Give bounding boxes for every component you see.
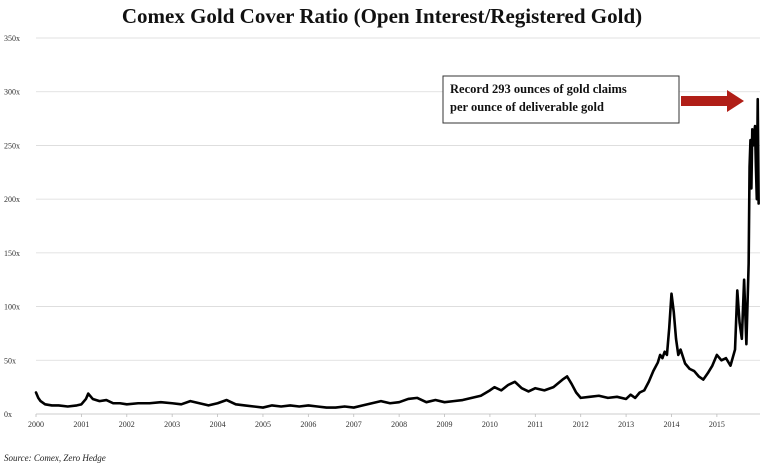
source-note: Source: Comex, Zero Hedge [4,453,106,463]
y-tick-label-2: 100x [4,303,20,312]
x-tick-label-11: 2011 [527,420,543,429]
annotation-line-1: Record 293 ounces of gold claims [450,82,627,96]
annotation-box [442,75,680,124]
axis-layer [35,413,760,417]
annotation-arrow [681,90,744,112]
y-tick-label-7: 350x [4,34,20,43]
x-tick-label-5: 2005 [255,420,271,429]
x-tick-label-3: 2003 [164,420,180,429]
annotation: Record 293 ounces of gold claims per oun… [442,75,744,124]
x-tick-label-15: 2015 [709,420,725,429]
series-layer [34,97,760,409]
x-tick-label-12: 2012 [573,420,589,429]
chart-title: Comex Gold Cover Ratio (Open Interest/Re… [122,4,642,28]
x-tick-label-1: 2001 [73,420,89,429]
x-tick-label-8: 2008 [391,420,407,429]
x-tick-label-4: 2004 [210,420,226,429]
annotation-line-2: per ounce of deliverable gold [450,100,604,114]
tick-labels: 0x 50x 100x 150x 200x 250x 300x 350x 2000 2001 200… [4,34,725,429]
x-tick-label-6: 2006 [300,420,316,429]
y-tick-label-5: 250x [4,141,20,150]
x-tick-label-2: 2002 [119,420,135,429]
x-tick-label-13: 2013 [618,420,634,429]
y-tick-label-1: 50x [4,356,16,365]
y-tick-label-0: 0x [4,410,12,419]
x-tick-label-7: 2007 [346,420,362,429]
x-tick-label-10: 2010 [482,420,498,429]
x-tick-label-9: 2009 [437,420,453,429]
series-line-0 [34,97,760,409]
grid-layer [36,37,760,361]
y-tick-label-4: 200x [4,195,20,204]
x-tick-label-14: 2014 [663,420,679,429]
y-tick-label-3: 150x [4,249,20,258]
x-tick-label-0: 2000 [28,420,44,429]
y-tick-label-6: 300x [4,88,20,97]
